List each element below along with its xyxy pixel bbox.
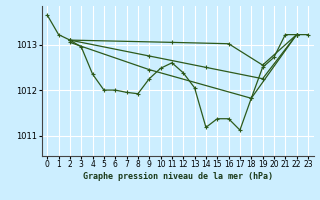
X-axis label: Graphe pression niveau de la mer (hPa): Graphe pression niveau de la mer (hPa) — [83, 172, 273, 181]
